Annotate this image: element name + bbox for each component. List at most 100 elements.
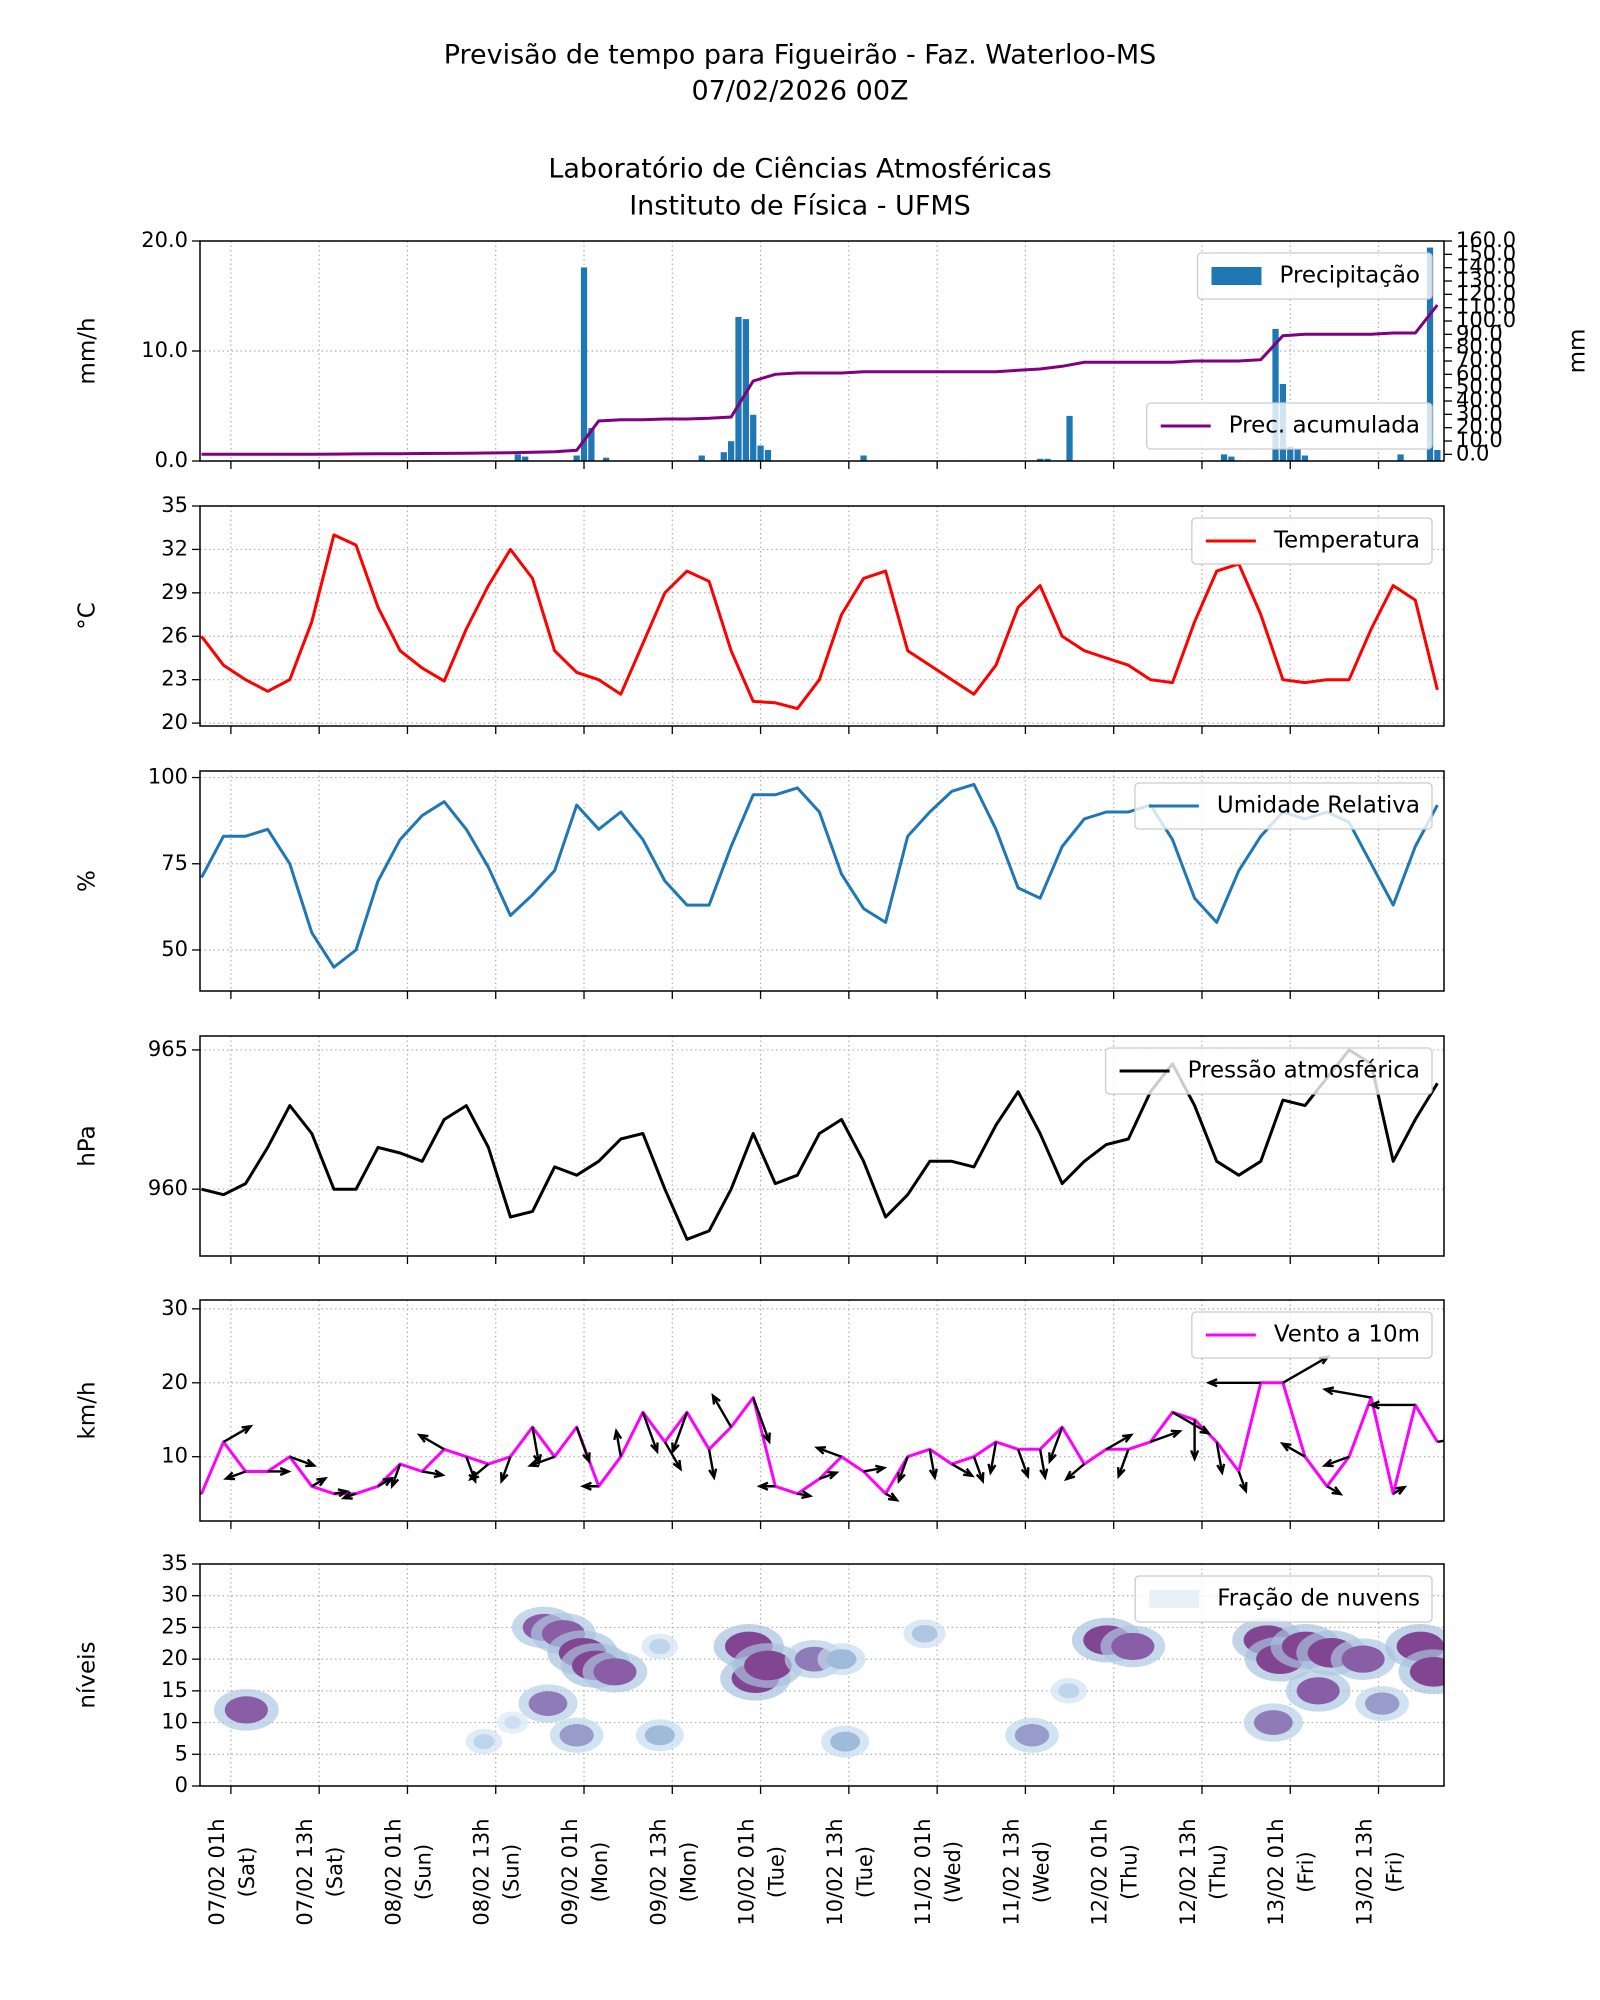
x-tick-label: 12/02 01h <box>1088 1818 1112 1925</box>
legend-handle <box>1211 267 1262 285</box>
wind-arrow <box>897 1456 909 1485</box>
precip-bar <box>588 428 595 461</box>
wind-arrow <box>1105 1433 1134 1451</box>
legend: Precipitação <box>1196 252 1433 300</box>
x-tick-label: 10/02 01h <box>735 1818 759 1925</box>
wind-arrow <box>1116 1448 1130 1480</box>
y-axis-label: °C <box>75 602 101 630</box>
axes-frame <box>199 1035 1445 1257</box>
x-tick-label: (Mon) <box>676 1842 700 1903</box>
subtitle: 07/02/2026 00Z <box>691 76 908 107</box>
cloud-core <box>1341 1645 1385 1673</box>
legend-label: Temperatura <box>1273 528 1420 554</box>
cloud-core <box>1365 1692 1400 1715</box>
y-tick-label: 20 <box>161 1646 188 1670</box>
x-tick-label: (Tue) <box>765 1846 789 1898</box>
cloud-core <box>1058 1683 1080 1699</box>
wind-arrow <box>311 1476 328 1488</box>
y-tick-label: 15 <box>161 1678 188 1702</box>
axes-frame <box>199 240 1445 462</box>
y-axis-label: níveis <box>75 1641 101 1708</box>
x-tick-label: (Fri) <box>1294 1851 1318 1892</box>
precip-bar <box>1426 247 1434 461</box>
y2-tick-label: 150.0 <box>1456 241 1516 265</box>
y-tick-label: 30 <box>161 1583 188 1607</box>
plot-area <box>200 782 1439 969</box>
cloud-core <box>1253 1710 1293 1735</box>
x-tick-label: (Thu) <box>1118 1844 1142 1900</box>
wind-arrow <box>1205 1378 1261 1388</box>
y2-tick-label: 30.0 <box>1456 401 1503 425</box>
institution: Laboratório de Ciências Atmosféricas <box>548 154 1051 185</box>
cloud-core <box>911 1624 938 1643</box>
legend: Temperatura <box>1191 517 1433 565</box>
legend-box <box>1191 517 1433 565</box>
x-tick-label: (Sun) <box>411 1844 435 1900</box>
y-tick-label: 35 <box>161 1551 188 1575</box>
y-tick-label: 10 <box>161 1710 188 1734</box>
y-tick-label: 35 <box>161 493 188 517</box>
y2-tick-label: 0.0 <box>1456 441 1489 465</box>
y-tick-label: 10 <box>161 1444 188 1468</box>
y2-tick-label: 70.0 <box>1456 348 1503 372</box>
wind-arrow <box>333 1488 350 1498</box>
wind-arrow <box>1279 1442 1306 1458</box>
cloud-core <box>1296 1677 1340 1705</box>
y2-tick-label: 160.0 <box>1456 228 1516 252</box>
cloud-core <box>644 1725 675 1746</box>
plot-area <box>200 1355 1444 1502</box>
legend-box <box>1191 1311 1433 1359</box>
cloud-core <box>1111 1632 1155 1661</box>
x-tick-label: 09/02 01h <box>558 1818 582 1925</box>
y2-tick-label: 90.0 <box>1456 321 1503 345</box>
wind-arrow <box>580 1481 599 1491</box>
y-tick-label: 29 <box>161 580 188 604</box>
precip-bar <box>757 445 764 461</box>
wind-arrow <box>671 1411 689 1455</box>
axes-frame <box>199 1299 1445 1522</box>
y-tick-label: 0 <box>175 1773 188 1797</box>
precip-bar <box>1228 456 1235 461</box>
legend-label: Pressão atmosférica <box>1188 1058 1420 1084</box>
y-tick-label: 26 <box>161 623 188 647</box>
precip-bar <box>1287 446 1294 461</box>
legend-label: Vento a 10m <box>1274 1322 1420 1348</box>
precip-bar <box>573 455 580 461</box>
wind-arrow <box>928 1449 938 1481</box>
wind-arrow <box>1038 1449 1049 1481</box>
wind-arrow <box>1437 1439 1444 1444</box>
x-tick-label: 13/02 13h <box>1353 1818 1377 1925</box>
wind-arrow <box>1237 1471 1248 1494</box>
x-tick-label: (Wed) <box>1029 1841 1053 1903</box>
wind-arrow <box>819 1470 840 1480</box>
cloud-core <box>559 1724 594 1747</box>
y-tick-label: 20 <box>161 1370 188 1394</box>
precip-bar <box>860 455 867 461</box>
series-line <box>201 1048 1439 1241</box>
wind-arrow <box>499 1456 512 1485</box>
wind-arrow <box>390 1463 402 1489</box>
cloud-core <box>473 1734 495 1750</box>
x-tick-label: 07/02 13h <box>293 1818 317 1925</box>
y-tick-label: 23 <box>161 667 188 691</box>
wind-arrow <box>1215 1441 1226 1476</box>
plot-area <box>200 533 1439 711</box>
legend: Fração de nuvens <box>1134 1575 1433 1623</box>
y-tick-label: 32 <box>161 536 188 560</box>
y2-tick-label: 140.0 <box>1456 255 1516 279</box>
wind-arrow <box>1282 1355 1331 1384</box>
legend-label: Umidade Relativa <box>1217 793 1420 819</box>
cloud-core <box>744 1650 792 1681</box>
legend: Vento a 10m <box>1191 1311 1433 1359</box>
y2-tick-label: 10.0 <box>1456 428 1503 452</box>
wind-arrow <box>885 1492 900 1502</box>
wind-arrow <box>1322 1386 1372 1399</box>
wind-arrow <box>663 1441 683 1472</box>
cloud-core <box>528 1691 568 1716</box>
x-tick-label: 09/02 13h <box>646 1818 670 1925</box>
axes-frame <box>199 1563 1445 1787</box>
wind-arrow <box>1190 1419 1200 1462</box>
y2-tick-label: 110.0 <box>1456 295 1516 319</box>
cloud-core <box>1014 1724 1050 1747</box>
precip-bar <box>1434 450 1441 461</box>
